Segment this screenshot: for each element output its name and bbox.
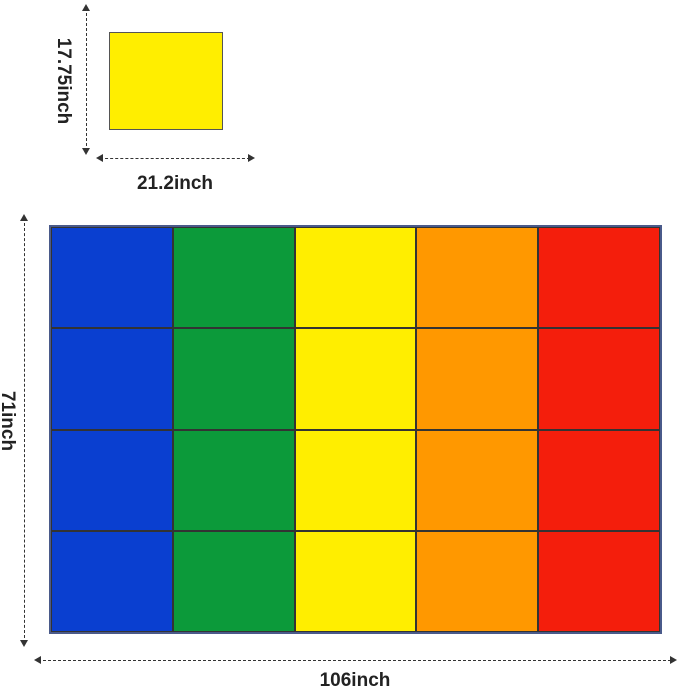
rug-width-arrow-left: [34, 656, 41, 664]
rug-tile: [51, 530, 173, 632]
swatch-height-label: 17.75inch: [53, 37, 74, 125]
rug-height-arrow-bottom: [20, 640, 28, 647]
rug-tile: [416, 227, 539, 329]
rug-tile: [51, 227, 173, 329]
rug-tile: [416, 429, 539, 531]
rug-tile: [172, 227, 295, 329]
rug-grid: [49, 225, 662, 634]
rug-width-arrow-right: [670, 656, 677, 664]
rug-tile: [172, 429, 295, 531]
rug-tile: [538, 227, 660, 329]
rug-tile: [538, 429, 660, 531]
rug-tile: [294, 227, 417, 329]
rug-tile: [294, 530, 417, 632]
rug-tile: [294, 429, 417, 531]
rug-tile: [538, 530, 660, 632]
rug-width-label: 106inch: [319, 670, 391, 691]
swatch-height-dimension-line: [86, 8, 87, 151]
single-tile-swatch: [109, 32, 223, 130]
rug-height-dimension-line: [24, 218, 25, 643]
rug-tile: [172, 328, 295, 430]
swatch-height-arrow-top: [82, 4, 90, 11]
swatch-width-label: 21.2inch: [136, 173, 214, 194]
rug-tile: [538, 328, 660, 430]
swatch-width-arrow-right: [248, 154, 255, 162]
swatch-width-arrow-left: [96, 154, 103, 162]
rug-tile: [51, 328, 173, 430]
rug-width-dimension-line: [38, 660, 671, 661]
swatch-width-dimension-line: [100, 158, 250, 159]
rug-tile: [294, 328, 417, 430]
rug-tile: [416, 530, 539, 632]
rug-tile: [51, 429, 173, 531]
rug-tile: [172, 530, 295, 632]
rug-tile: [416, 328, 539, 430]
swatch-height-arrow-bottom: [82, 148, 90, 155]
rug-height-arrow-top: [20, 214, 28, 221]
rug-height-label: 71inch: [0, 390, 18, 452]
